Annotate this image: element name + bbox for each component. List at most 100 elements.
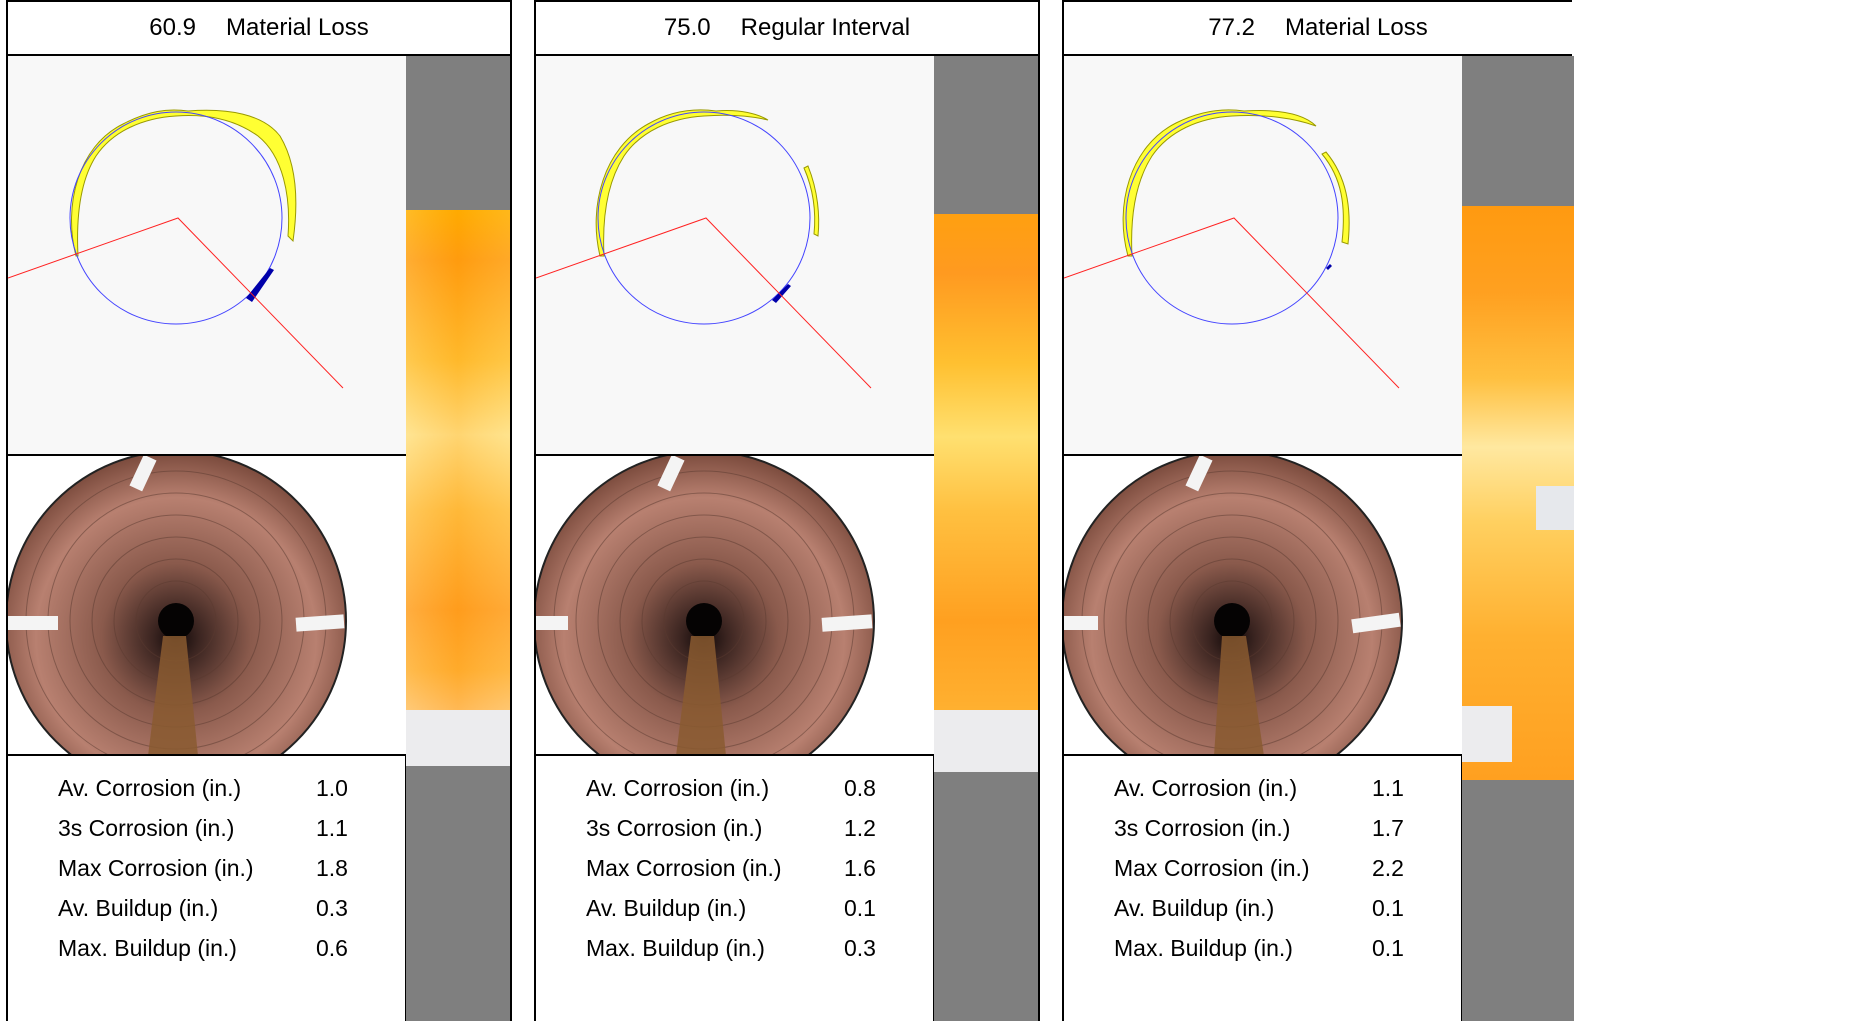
event-label: Material Loss	[1284, 14, 1428, 41]
camera-image	[8, 456, 406, 756]
inspection-panel-1: 60.9 Material Loss	[6, 0, 512, 1021]
stat-value: 0.3	[316, 894, 348, 921]
pipe-end	[158, 603, 194, 639]
panel-header: 77.2 Material Loss	[1064, 0, 1572, 56]
stat-row: Max Corrosion (in.) 2.2	[1114, 844, 1404, 892]
left-light	[8, 616, 58, 630]
unrolled-scan	[934, 56, 1038, 1021]
nominal-circle	[1125, 111, 1339, 325]
stat-label: 3s Corrosion (in.)	[586, 814, 763, 841]
stat-label: Av. Corrosion (in.)	[58, 774, 242, 801]
stats-table: Av. Corrosion (in.) 1.0 3s Corrosion (in.…	[8, 756, 406, 1021]
top-light	[129, 456, 157, 492]
stats-table: Av. Corrosion (in.) 0.8 3s Corrosion (in.…	[536, 756, 934, 1021]
pipe-invert	[148, 636, 198, 754]
stat-row: Max Corrosion (in.) 1.8	[58, 844, 348, 892]
stat-label: Max Corrosion (in.)	[1114, 854, 1310, 881]
stat-row: 3s Corrosion (in.) 1.1	[58, 804, 348, 852]
water-line	[8, 217, 344, 389]
unroll-light-band	[934, 710, 1038, 772]
stat-row: Max. Buildup (in.) 0.6	[58, 924, 348, 972]
stats-table: Av. Corrosion (in.) 1.1 3s Corrosion (in.…	[1064, 756, 1462, 1021]
water-line	[1064, 217, 1400, 389]
pipe-invert	[1214, 636, 1264, 754]
stat-value: 0.1	[1372, 894, 1404, 921]
profile-svg	[1064, 109, 1400, 389]
profile-svg	[8, 109, 344, 389]
unroll-svg	[1462, 206, 1574, 780]
stat-value: 1.6	[844, 854, 876, 881]
stat-label: Av. Buildup (in.)	[586, 894, 747, 921]
water-line	[536, 217, 872, 389]
stat-label: Av. Corrosion (in.)	[586, 774, 770, 801]
camera-svg	[1064, 456, 1403, 754]
stat-value: 1.8	[316, 854, 348, 881]
inspection-panel-3: 77.2 Material Loss	[1062, 0, 1574, 1021]
unroll-svg	[934, 214, 1038, 772]
right-light	[1351, 612, 1401, 634]
panel-header: 60.9 Material Loss	[8, 0, 510, 56]
stat-row: 3s Corrosion (in.) 1.2	[586, 804, 876, 852]
profile-svg	[536, 109, 872, 389]
stat-row: Av. Corrosion (in.) 1.0	[58, 764, 348, 812]
stat-row: 3s Corrosion (in.) 1.7	[1114, 804, 1404, 852]
position-label: 60.9	[149, 14, 196, 41]
stat-row: Av. Buildup (in.) 0.1	[1114, 884, 1404, 932]
pipe-invert	[676, 636, 726, 754]
right-light	[295, 614, 345, 632]
corrosion-area	[246, 268, 274, 302]
stat-value: 1.2	[844, 814, 876, 841]
panel-header: 75.0 Regular Interval	[536, 0, 1038, 56]
stat-value: 0.6	[316, 934, 348, 961]
stat-label: 3s Corrosion (in.)	[58, 814, 235, 841]
stat-value: 0.1	[1372, 934, 1404, 961]
stat-value: 1.1	[1372, 774, 1404, 801]
nominal-circle	[597, 111, 811, 325]
stat-label: Av. Corrosion (in.)	[1114, 774, 1298, 801]
stat-row: Av. Corrosion (in.) 1.1	[1114, 764, 1404, 812]
buildup-area	[70, 109, 297, 257]
top-light	[1185, 456, 1213, 492]
stat-value: 0.1	[844, 894, 876, 921]
unroll-light-band	[406, 710, 510, 766]
camera-image	[536, 456, 934, 756]
stat-label: Max Corrosion (in.)	[58, 854, 254, 881]
pipe-end	[1214, 603, 1250, 639]
buildup-area	[1122, 109, 1317, 257]
stat-row: Av. Corrosion (in.) 0.8	[586, 764, 876, 812]
stat-value: 2.2	[1372, 854, 1404, 881]
stat-row: Max. Buildup (in.) 0.3	[586, 924, 876, 972]
unrolled-scan	[1462, 56, 1574, 1021]
stat-value: 1.7	[1372, 814, 1404, 841]
left-light	[536, 616, 568, 630]
stat-value: 1.1	[316, 814, 348, 841]
stat-value: 1.0	[316, 774, 348, 801]
right-light	[821, 614, 873, 632]
stat-label: Max. Buildup (in.)	[586, 934, 765, 961]
left-light	[1064, 616, 1098, 630]
camera-svg	[8, 456, 347, 754]
stat-row: Av. Buildup (in.) 0.3	[58, 884, 348, 932]
stat-label: 3s Corrosion (in.)	[1114, 814, 1291, 841]
event-label: Material Loss	[225, 14, 369, 41]
inspection-panel-2: 75.0 Regular Interval	[534, 0, 1040, 1021]
stat-label: Av. Buildup (in.)	[58, 894, 219, 921]
stat-label: Max. Buildup (in.)	[1114, 934, 1293, 961]
unroll-band	[934, 214, 1038, 710]
stat-label: Max. Buildup (in.)	[58, 934, 237, 961]
unroll-svg	[406, 210, 510, 766]
pipe-end	[686, 603, 722, 639]
event-label: Regular Interval	[740, 14, 911, 41]
stat-value: 0.3	[844, 934, 876, 961]
top-light	[657, 456, 685, 492]
position-label: 75.0	[663, 14, 711, 41]
stat-label: Av. Buildup (in.)	[1114, 894, 1275, 921]
position-label: 77.2	[1208, 14, 1255, 41]
stat-row: Av. Buildup (in.) 0.1	[586, 884, 876, 932]
nominal-circle	[69, 111, 283, 325]
camera-svg	[536, 456, 875, 754]
corrosion-area	[1326, 264, 1332, 270]
pipe-profile-plot	[1064, 56, 1462, 456]
camera-image	[1064, 456, 1462, 756]
buildup-area	[595, 109, 769, 257]
